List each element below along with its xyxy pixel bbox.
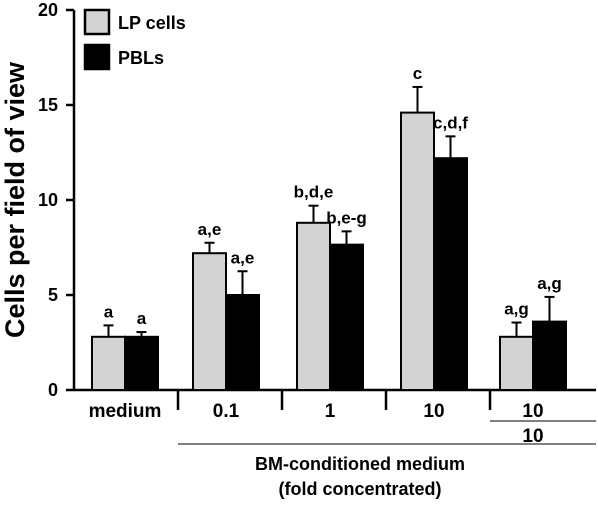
- legend-swatch-pbls: [83, 43, 111, 71]
- bars: a a,e b,d,e c a,g a a,e b,e-g c,d,f a,g: [91, 64, 567, 392]
- bar-lp-cells: [400, 111, 435, 391]
- legend: LP cells PBLs: [83, 8, 186, 71]
- group-caption-line1: BM-conditioned medium: [255, 454, 465, 474]
- data-label: a,g: [537, 274, 562, 293]
- y-tick-label: 20: [38, 0, 58, 20]
- bar-lp-cells: [296, 221, 331, 391]
- legend-swatch-lp-cells: [83, 8, 111, 36]
- y-tick-label: 5: [48, 285, 58, 305]
- bar-pbls: [433, 157, 468, 391]
- x-tick-label: 1: [325, 401, 336, 422]
- x-tick-label: 10: [522, 401, 543, 422]
- y-tick-label: 10: [38, 190, 58, 210]
- x-tick-label: 10: [423, 401, 444, 422]
- bar-lp-cells: [192, 252, 227, 391]
- bar-pbls: [329, 243, 364, 391]
- y-ticks: 0 5 10 15 20: [38, 0, 74, 400]
- data-label: a,e: [231, 248, 255, 267]
- data-label: c: [413, 64, 422, 83]
- bar-lp-cells: [499, 335, 534, 391]
- y-tick-label: 15: [38, 95, 58, 115]
- legend-label-lp-cells: LP cells: [118, 13, 186, 33]
- bar-pbls: [532, 320, 567, 392]
- data-label: a,e: [198, 220, 222, 239]
- x-tick-label: 0.1: [213, 401, 240, 422]
- data-label: b,e-g: [326, 208, 367, 227]
- x-tick-sublabel: 10: [522, 426, 543, 447]
- y-axis-label: Cells per field of view: [0, 61, 30, 338]
- data-label: a: [137, 309, 147, 328]
- data-label: a,g: [504, 300, 529, 319]
- y-tick-label: 0: [48, 380, 58, 400]
- bar-pbls: [124, 335, 159, 391]
- data-label: c,d,f: [433, 113, 468, 132]
- data-label: b,d,e: [294, 183, 334, 202]
- data-label: a: [104, 302, 114, 321]
- legend-label-pbls: PBLs: [118, 48, 164, 68]
- x-tick-label: medium: [89, 401, 162, 422]
- group-caption-line2: (fold concentrated): [278, 479, 441, 499]
- bar-pbls: [225, 294, 260, 391]
- bar-lp-cells: [91, 335, 126, 391]
- x-categories: medium 0.1 1 10 10 10: [89, 390, 596, 447]
